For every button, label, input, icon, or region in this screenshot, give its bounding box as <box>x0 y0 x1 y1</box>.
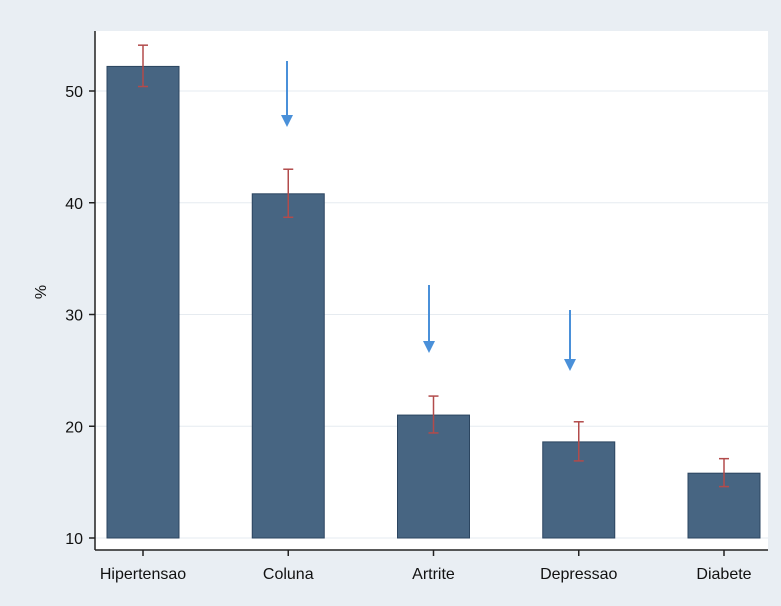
y-axis-title: % <box>33 285 50 299</box>
y-tick-label: 30 <box>65 308 83 325</box>
error-bar-diabete <box>719 457 729 488</box>
arrow-head <box>423 341 435 353</box>
x-tick-label: Hipertensao <box>100 566 186 583</box>
y-tick-label: 20 <box>65 419 83 436</box>
error-bar-coluna <box>283 168 294 219</box>
x-tick-label: Depressao <box>540 566 617 583</box>
error-bar-artrite <box>428 395 439 434</box>
arrow-depressao <box>564 310 576 371</box>
x-tick-label: Diabete <box>696 566 751 583</box>
error-bars <box>138 44 729 488</box>
arrow-head <box>281 115 293 127</box>
bar-artrite <box>397 414 470 539</box>
bar-coluna <box>251 193 325 539</box>
annotation-arrows <box>281 61 576 371</box>
y-tick-label: 40 <box>65 196 83 213</box>
error-bar-depressao <box>573 421 584 462</box>
arrow-head <box>564 359 576 371</box>
bar-hipertensao <box>106 65 180 539</box>
axes: 10 20 30 40 50 Hipertensao Coluna Artrite Depres… <box>65 31 768 583</box>
y-tick-label: 10 <box>65 531 83 548</box>
x-tick-label: Artrite <box>412 566 455 583</box>
bar-depressao <box>542 441 616 539</box>
y-tick-label: 50 <box>65 84 83 101</box>
x-tick-label: Coluna <box>263 566 314 583</box>
arrow-coluna <box>281 61 293 127</box>
error-bar-hipertensao <box>138 44 148 88</box>
bars <box>106 65 761 539</box>
arrow-artrite <box>423 285 435 353</box>
